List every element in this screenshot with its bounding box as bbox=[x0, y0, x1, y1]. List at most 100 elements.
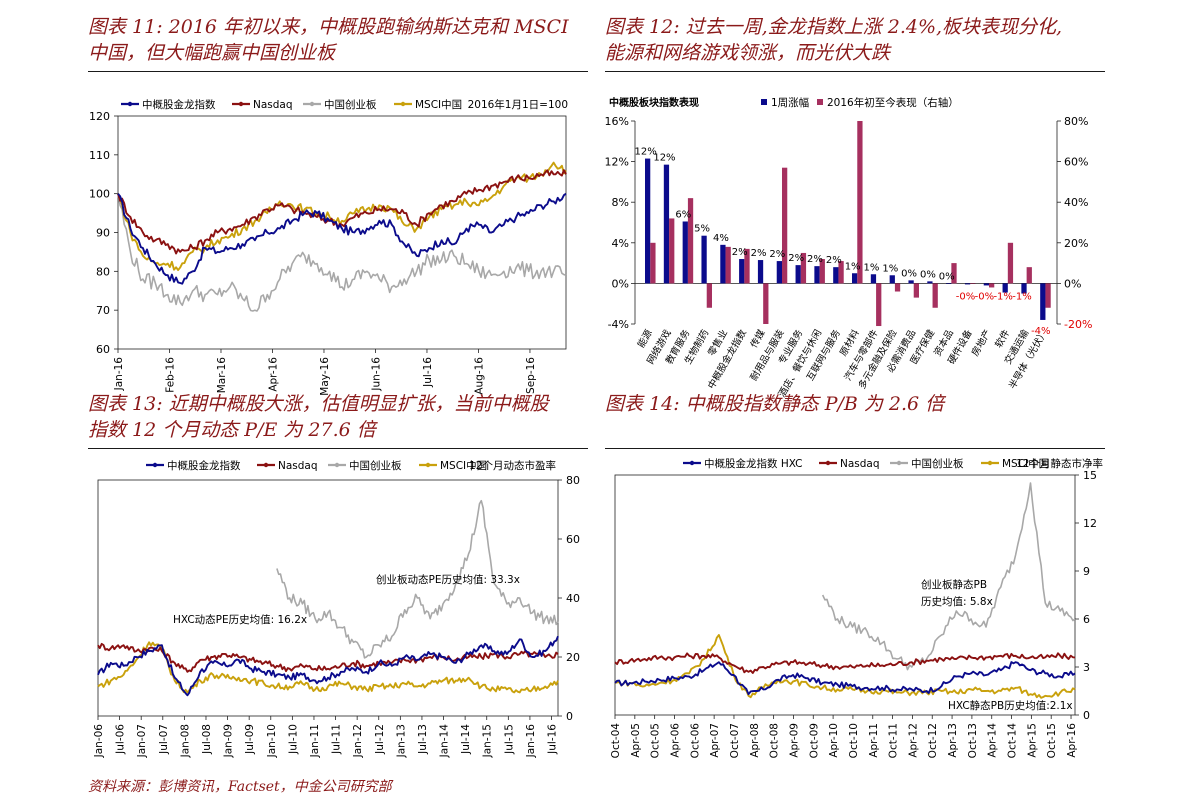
figure-11-panel: 图表 11: 2016 年初以来，中概股跑输纳斯达克和 MSCI 中国，但大幅跑… bbox=[88, 14, 588, 396]
x-tick-label: Jan-13 bbox=[395, 724, 407, 758]
figure-14-title: 图表 14: 中概股指数静态 P/B 为 2.6 倍 bbox=[605, 391, 1105, 417]
x-tick-label: Oct-05 bbox=[650, 723, 662, 758]
y-tick-label: -4% bbox=[608, 318, 629, 331]
bar-ytd bbox=[1045, 283, 1051, 308]
x-tick-label: Jul-15 bbox=[503, 724, 515, 755]
y-tick-label: 70 bbox=[96, 304, 110, 317]
x-tick-label: Oct-12 bbox=[927, 723, 939, 758]
bar-ytd bbox=[913, 283, 919, 298]
figure-13-panel: 图表 13: 近期中概股大涨，估值明显扩张，当前中概股 指数 12 个月动态 P… bbox=[88, 391, 588, 771]
data-label: 0% bbox=[939, 271, 955, 282]
figure-11-title-line-1: 图表 11: 2016 年初以来，中概股跑输纳斯达克和 MSCI bbox=[88, 16, 569, 38]
bar-1week bbox=[946, 283, 952, 284]
bar-1week bbox=[833, 267, 839, 284]
x-tick-label: Oct-04 bbox=[610, 723, 622, 759]
figure-13-title: 图表 13: 近期中概股大涨，估值明显扩张，当前中概股 指数 12 个月动态 P… bbox=[88, 391, 588, 443]
legend-label: 中国创业板 bbox=[349, 459, 402, 472]
series-line-4 bbox=[97, 641, 559, 694]
bar-1week bbox=[1040, 283, 1046, 320]
legend-marker bbox=[987, 460, 993, 466]
y-tick-label: 40 bbox=[566, 592, 580, 605]
data-label: 12% bbox=[653, 153, 675, 164]
x-tick-label: Jul-16 bbox=[547, 724, 559, 755]
bar-1week bbox=[720, 244, 726, 284]
bar-1week bbox=[852, 273, 858, 284]
x-tick-label: Jul-12 bbox=[374, 724, 386, 755]
x-tick-label: Jan-08 bbox=[179, 724, 191, 758]
x-tick-label: Jul-08 bbox=[201, 724, 213, 755]
data-label: 2% bbox=[732, 247, 748, 258]
annotation: 创业板静态PB bbox=[921, 578, 987, 591]
x-tick-label: Feb-16 bbox=[164, 357, 176, 393]
bar-1week bbox=[814, 266, 820, 284]
data-label: 2% bbox=[788, 253, 804, 264]
x-tick-label: Jul-14 bbox=[460, 724, 472, 755]
figure-12-panel: 图表 12: 过去一周,金龙指数上涨 2.4%,板块表现分化, 能源和网络游戏领… bbox=[605, 14, 1105, 399]
series-line-3 bbox=[117, 193, 567, 312]
legend-label: MSCI中国 bbox=[1002, 457, 1049, 470]
data-label: 5% bbox=[694, 224, 710, 235]
data-label: -1% bbox=[993, 291, 1012, 302]
bar-ytd bbox=[763, 283, 769, 324]
y-tick-label: 120 bbox=[89, 110, 110, 123]
legend-marker bbox=[263, 462, 269, 468]
figure-14-chart: 0 3 6 9 12 15 Oct-04 Apr-05 Oct-05 Apr-06 Oct-06 Ap… bbox=[610, 457, 1103, 759]
legend-label: Nasdaq bbox=[253, 99, 293, 111]
legend-label: 中概股金龙指数 bbox=[142, 98, 216, 111]
annotation: 历史均值: 5.8x bbox=[921, 595, 993, 608]
bar-ytd bbox=[725, 246, 731, 284]
y-tick-label: 110 bbox=[89, 149, 110, 162]
data-label: -0% bbox=[956, 291, 975, 302]
data-label: 2% bbox=[826, 255, 842, 266]
data-label: 0% bbox=[901, 268, 917, 279]
x-tick-label: Apr-07 bbox=[709, 723, 721, 758]
figure-13-chart: 0 20 40 60 80 Jan-06 Jul-06 Jan-07 Jul-07 Jan-08 J… bbox=[93, 459, 580, 759]
x-tick-label: Jul-06 bbox=[115, 724, 127, 755]
x-tick-label: Jul-11 bbox=[331, 724, 343, 755]
legend-label: 1周涨幅 bbox=[771, 96, 809, 109]
series-line-3 bbox=[276, 499, 559, 659]
data-label: 2% bbox=[807, 254, 823, 265]
x-tick-label: Jan-06 bbox=[93, 724, 105, 759]
series-line-1 bbox=[117, 192, 567, 285]
x-tick-label: Oct-13 bbox=[967, 723, 979, 758]
legend-label: 中国创业板 bbox=[324, 98, 377, 111]
y-tick-label: 80 bbox=[96, 265, 110, 278]
y-tick-label: 3 bbox=[1083, 661, 1090, 674]
y-tick-label: 20 bbox=[566, 651, 580, 664]
bar-ytd bbox=[988, 283, 995, 288]
data-label: 2% bbox=[751, 248, 767, 259]
bar-1week bbox=[964, 283, 971, 285]
bar-1week bbox=[1021, 283, 1027, 294]
x-tick-label: Oct-06 bbox=[689, 723, 701, 759]
bar-ytd bbox=[687, 198, 694, 284]
y-tick-label: 60 bbox=[566, 533, 580, 546]
data-label: 1% bbox=[845, 261, 861, 272]
data-label: 12% bbox=[635, 147, 657, 158]
series-line-2 bbox=[97, 642, 559, 673]
y-tick-label: 15 bbox=[1083, 469, 1097, 482]
y-tick-label: 0 bbox=[1083, 709, 1090, 722]
category-label: 房地产 bbox=[969, 328, 994, 359]
y2-tick-label: 40% bbox=[1064, 196, 1088, 209]
plot-frame bbox=[117, 115, 567, 350]
y-tick-label: 12% bbox=[605, 156, 629, 169]
x-tick-label: Jul-13 bbox=[417, 724, 429, 755]
bar-1week bbox=[645, 158, 651, 284]
y-tick-label: 16% bbox=[605, 115, 629, 128]
bar-ytd bbox=[876, 283, 882, 327]
legend-marker bbox=[825, 460, 831, 466]
bar-ytd bbox=[706, 283, 712, 308]
bar-ytd bbox=[970, 283, 976, 284]
x-tick-label: Oct-08 bbox=[769, 723, 781, 758]
annotation: HXC静态PB历史均值:2.1x bbox=[948, 699, 1073, 712]
figure-12-divider bbox=[605, 71, 1105, 72]
x-tick-label: Apr-14 bbox=[987, 723, 999, 758]
x-tick-label: Jan-09 bbox=[223, 724, 235, 758]
bar-1week bbox=[682, 221, 688, 284]
bar-ytd bbox=[800, 252, 807, 284]
legend-swatch bbox=[761, 99, 767, 105]
legend-marker bbox=[689, 460, 695, 466]
corner-note: 12个月静态市净率 bbox=[1016, 457, 1103, 470]
series-line-2 bbox=[117, 169, 567, 255]
